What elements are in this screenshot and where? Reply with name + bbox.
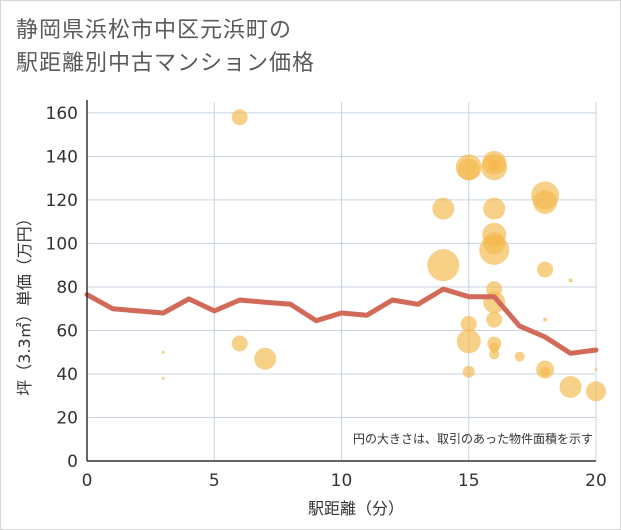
- data-bubble: [231, 335, 248, 352]
- data-bubble: [488, 159, 501, 172]
- data-bubble: [543, 317, 548, 322]
- data-bubble: [231, 109, 248, 126]
- data-bubble: [483, 197, 506, 220]
- data-bubble: [514, 351, 525, 362]
- data-bubble: [594, 368, 598, 372]
- data-bubble: [540, 366, 551, 377]
- data-bubble: [533, 190, 558, 215]
- y-tick-label: 60: [56, 321, 78, 341]
- x-axis-label: 駅距離（分）: [308, 499, 404, 518]
- y-tick-label: 120: [46, 191, 78, 211]
- y-tick-label: 20: [56, 408, 78, 428]
- y-tick-labels: 0 20 40 60 80 100 120 140 160: [46, 104, 78, 472]
- y-tick-label: 160: [46, 104, 78, 124]
- data-bubble: [460, 315, 477, 332]
- bubble-size-note: 円の大きさは、取引のあった物件面積を示す: [353, 431, 593, 446]
- x-tick-labels: 0 5 10 15 20: [82, 471, 607, 491]
- data-bubble: [427, 249, 460, 282]
- data-bubble: [486, 311, 503, 328]
- y-tick-label: 100: [46, 234, 78, 254]
- data-bubble: [456, 329, 481, 354]
- data-bubble: [254, 347, 277, 370]
- axes: [86, 100, 596, 462]
- x-tick-label: 10: [331, 471, 353, 491]
- y-tick-label: 40: [56, 365, 78, 385]
- data-bubble: [457, 158, 480, 181]
- y-tick-label: 140: [46, 147, 78, 167]
- bubble-series: [161, 109, 606, 402]
- data-bubble: [586, 381, 606, 402]
- chart-title: 静岡県浜松市中区元浜町の 駅距離別中古マンション価格: [16, 14, 516, 80]
- data-bubble: [559, 376, 582, 399]
- y-tick-label: 0: [67, 452, 78, 472]
- data-bubble: [537, 261, 554, 278]
- average-price-line: [84, 286, 599, 356]
- data-bubble: [161, 376, 165, 380]
- x-tick-label: 0: [82, 471, 93, 491]
- data-bubble: [489, 349, 500, 360]
- y-axis-label: 坪（3.3㎡）単価（万円）: [15, 210, 34, 395]
- title-line-2: 駅距離別中古マンション価格: [16, 51, 316, 76]
- data-bubble: [161, 350, 165, 354]
- y-tick-label: 80: [56, 278, 78, 298]
- data-bubble: [462, 365, 475, 378]
- x-tick-label: 20: [585, 471, 607, 491]
- title-line-1: 静岡県浜松市中区元浜町の: [16, 18, 293, 43]
- data-bubble: [479, 234, 510, 265]
- data-bubble: [432, 197, 455, 220]
- grid: [87, 102, 597, 461]
- x-tick-label: 5: [209, 471, 220, 491]
- data-bubble: [568, 278, 573, 283]
- x-tick-label: 15: [458, 471, 480, 491]
